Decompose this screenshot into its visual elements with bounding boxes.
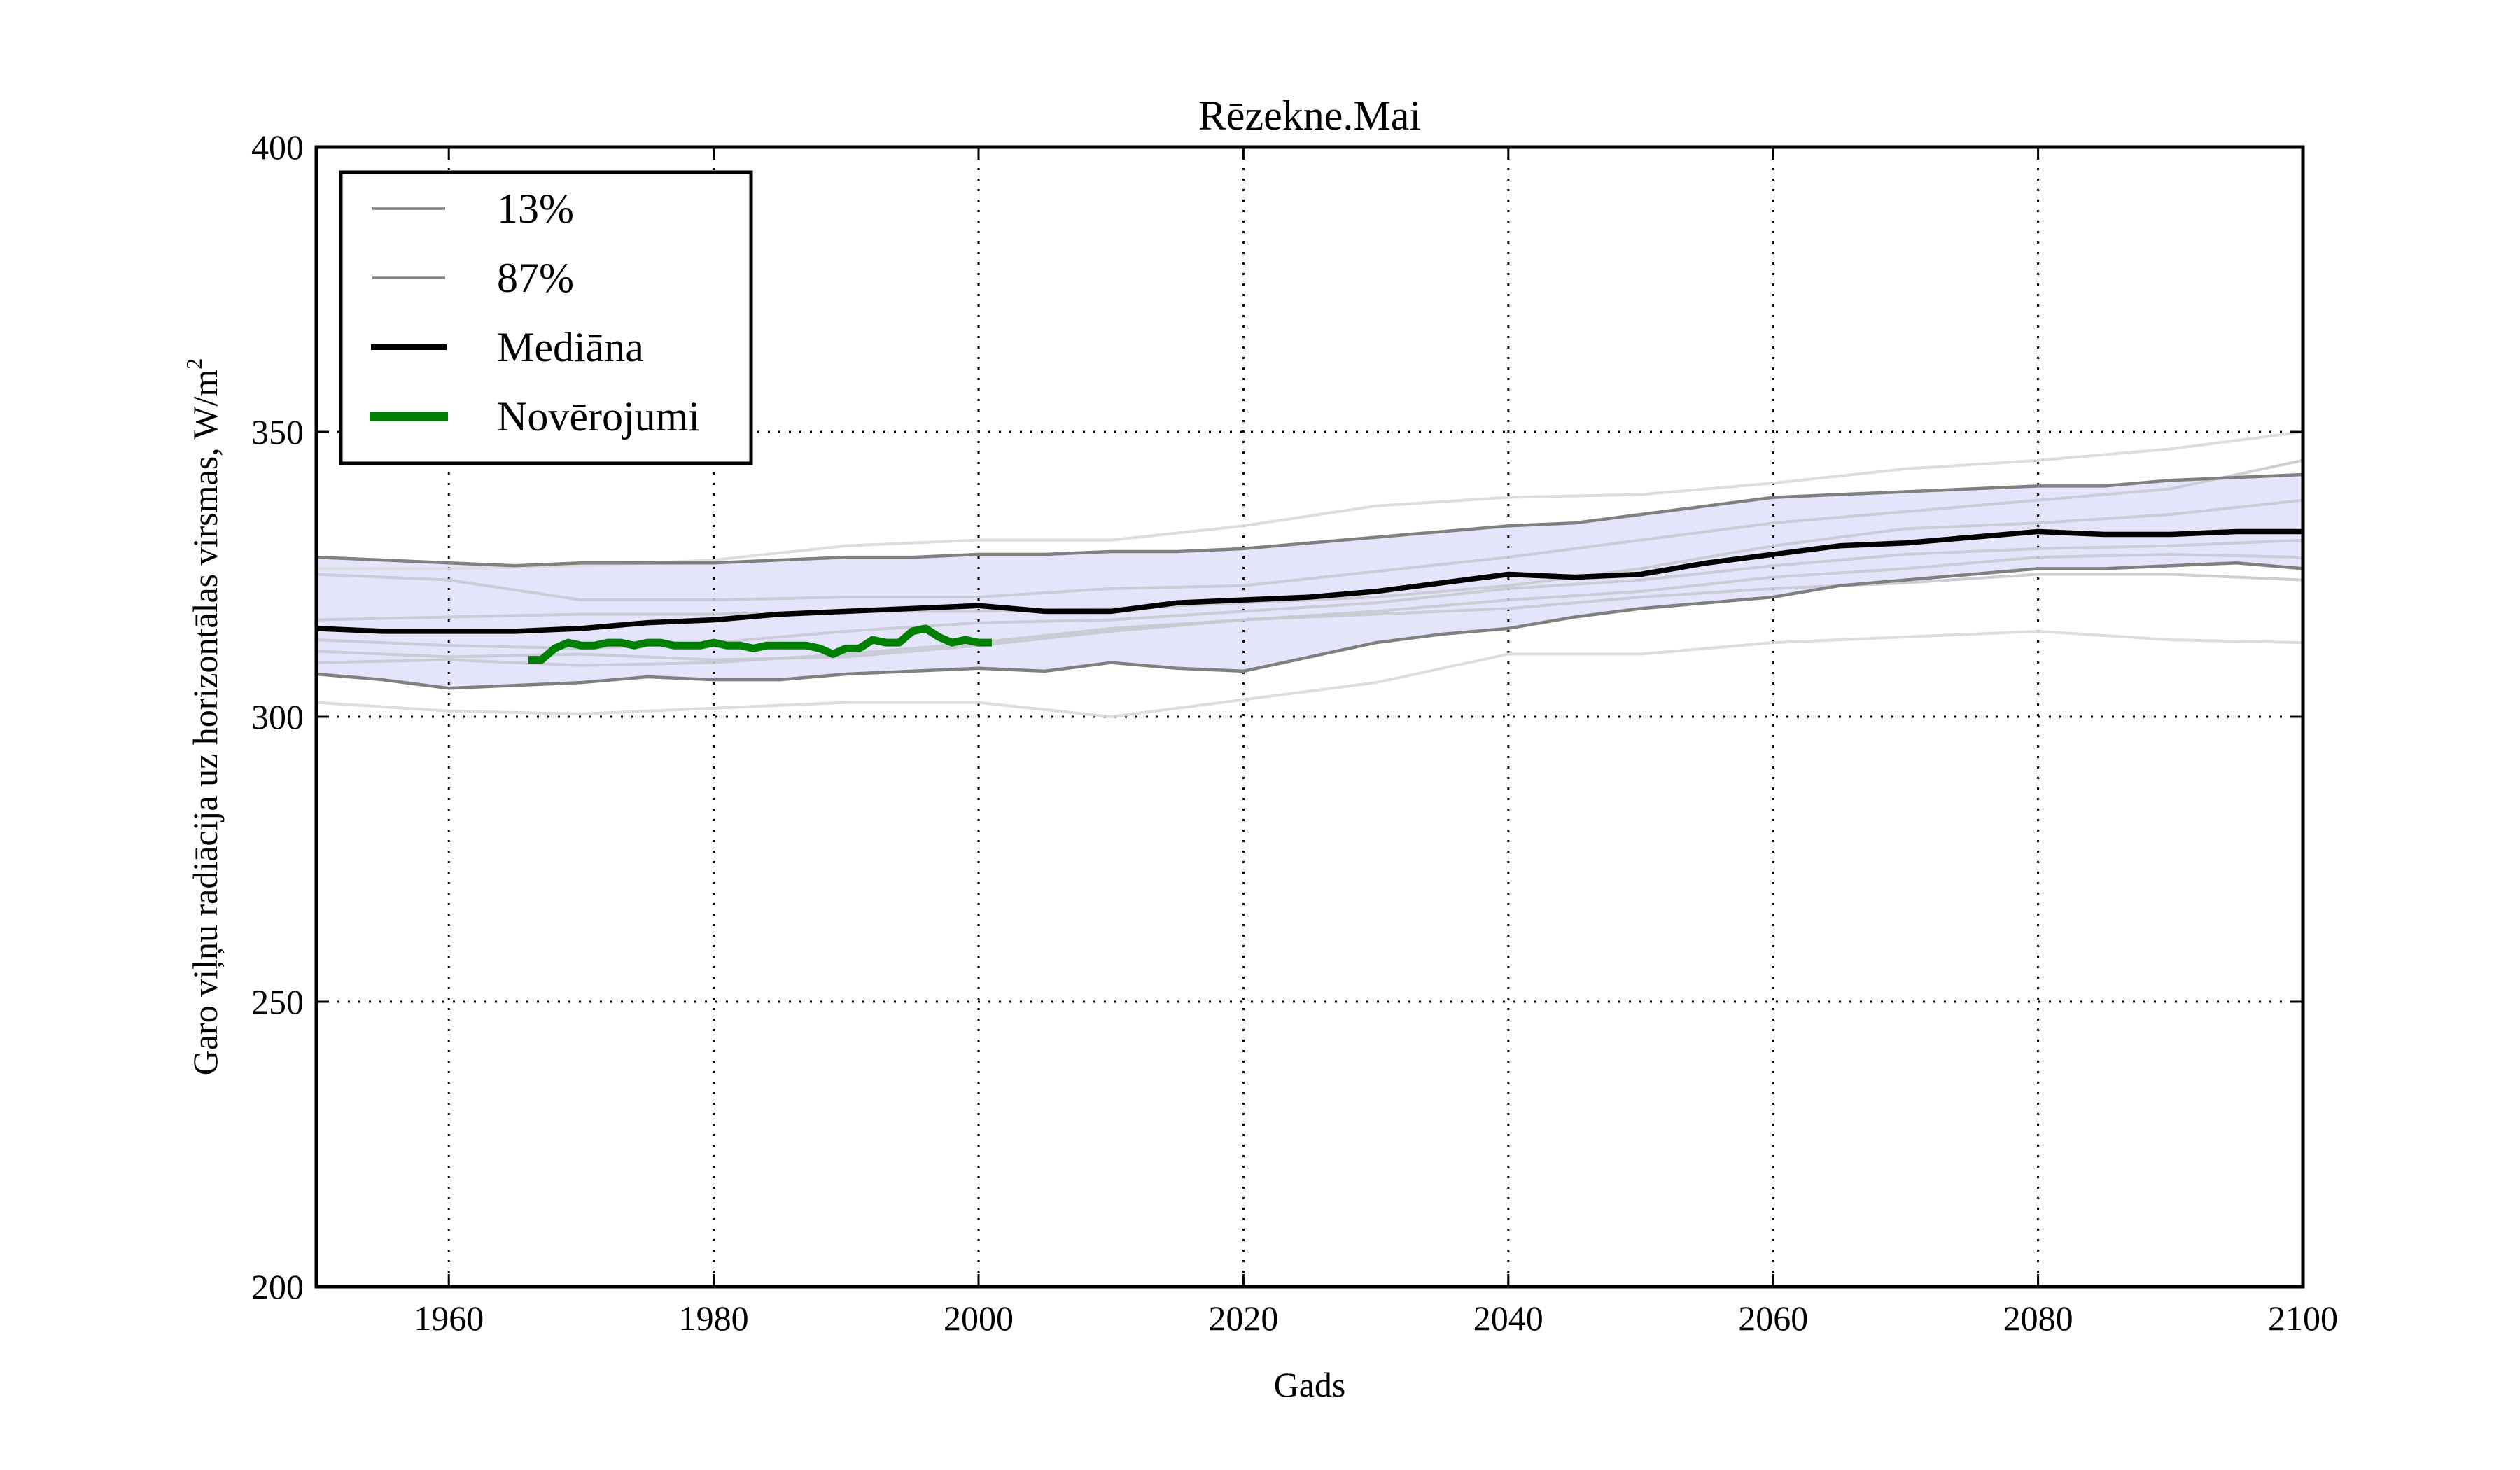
y-axis-label-superscript: 2 xyxy=(181,358,206,370)
ensemble-line-member-3 xyxy=(316,458,2304,602)
series-lines xyxy=(316,472,2304,690)
y-axis-label-text: Garo viļņu radiācija uz horizontālas vir… xyxy=(186,370,225,1076)
x-tick-label: 2060 xyxy=(1738,1298,1808,1338)
x-tick-label: 2080 xyxy=(2003,1298,2073,1338)
y-tick-labels: 200 250 300 350 400 xyxy=(251,127,304,1306)
ensemble-line-member-1 xyxy=(316,629,2304,718)
y-tick-label: 200 xyxy=(251,1267,304,1306)
legend-label-observations: Novērojumi xyxy=(497,393,700,440)
x-tick-label: 2000 xyxy=(944,1298,1014,1338)
y-tick-label: 300 xyxy=(251,697,304,736)
y-tick-label: 250 xyxy=(251,982,304,1021)
series-line-median xyxy=(316,528,2303,634)
axis-ticks xyxy=(316,146,2304,1288)
series-line-observations xyxy=(528,624,992,664)
ensemble-line-member-6 xyxy=(316,553,2304,662)
y-tick-label: 400 xyxy=(251,127,304,167)
legend: 13% 87% Mediāna Novērojumi xyxy=(339,170,753,465)
y-axis-label: Garo viļņu radiācija uz horizontālas vir… xyxy=(181,358,225,1076)
y-tick-label: 350 xyxy=(251,412,304,451)
x-axis-label: Gads xyxy=(1274,1365,1346,1404)
legend-label-87: 87% xyxy=(497,255,574,301)
legend-label-median: Mediāna xyxy=(497,324,644,370)
x-tick-label: 2100 xyxy=(2268,1298,2338,1338)
x-tick-label: 2020 xyxy=(1208,1298,1278,1338)
x-tick-label: 1980 xyxy=(679,1298,749,1338)
x-tick-label: 2040 xyxy=(1474,1298,1544,1338)
x-tick-label: 1960 xyxy=(414,1298,484,1338)
series-line-87 xyxy=(316,472,2304,568)
series-line-13 xyxy=(316,561,2304,690)
ensemble-line-member-7 xyxy=(316,573,2304,667)
x-tick-labels: 1960 1980 2000 2020 2040 2060 2080 2100 xyxy=(414,1298,2338,1338)
legend-label-13: 13% xyxy=(497,186,574,232)
ensemble-line-member-4 xyxy=(316,498,2304,622)
chart-title: Rēzekne.Mai xyxy=(1198,92,1421,139)
